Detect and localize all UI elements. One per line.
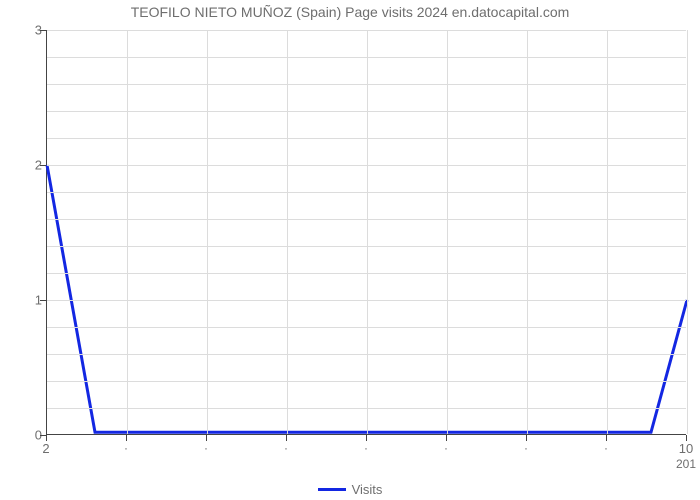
gridline-vertical — [367, 30, 368, 434]
legend-label: Visits — [352, 482, 383, 497]
gridline-vertical — [287, 30, 288, 434]
x-tick-label: 10 — [679, 441, 693, 456]
gridline-vertical — [607, 30, 608, 434]
gridline-vertical — [527, 30, 528, 434]
x-sublabel: 201 — [676, 457, 696, 471]
chart-title: TEOFILO NIETO MUÑOZ (Spain) Page visits … — [0, 4, 700, 20]
y-tick-label: 1 — [4, 293, 42, 308]
x-tick-minor: · — [284, 441, 288, 455]
y-tick-mark — [40, 165, 46, 166]
x-tick-minor: · — [444, 441, 448, 455]
visits-chart: TEOFILO NIETO MUÑOZ (Spain) Page visits … — [0, 0, 700, 500]
gridline-vertical — [127, 30, 128, 434]
x-tick-minor: · — [124, 441, 128, 455]
x-tick-minor: · — [204, 441, 208, 455]
x-tick-label: 2 — [42, 441, 49, 456]
legend-swatch — [318, 488, 346, 491]
y-tick-label: 2 — [4, 158, 42, 173]
y-tick-mark — [40, 300, 46, 301]
x-tick-minor: · — [604, 441, 608, 455]
y-tick-label: 3 — [4, 23, 42, 38]
y-tick-mark — [40, 30, 46, 31]
plot-area — [46, 30, 686, 435]
x-tick-minor: · — [524, 441, 528, 455]
gridline-vertical — [447, 30, 448, 434]
gridline-vertical — [207, 30, 208, 434]
gridline-vertical — [687, 30, 688, 434]
legend: Visits — [0, 481, 700, 497]
x-tick-minor: · — [364, 441, 368, 455]
y-tick-label: 0 — [4, 428, 42, 443]
